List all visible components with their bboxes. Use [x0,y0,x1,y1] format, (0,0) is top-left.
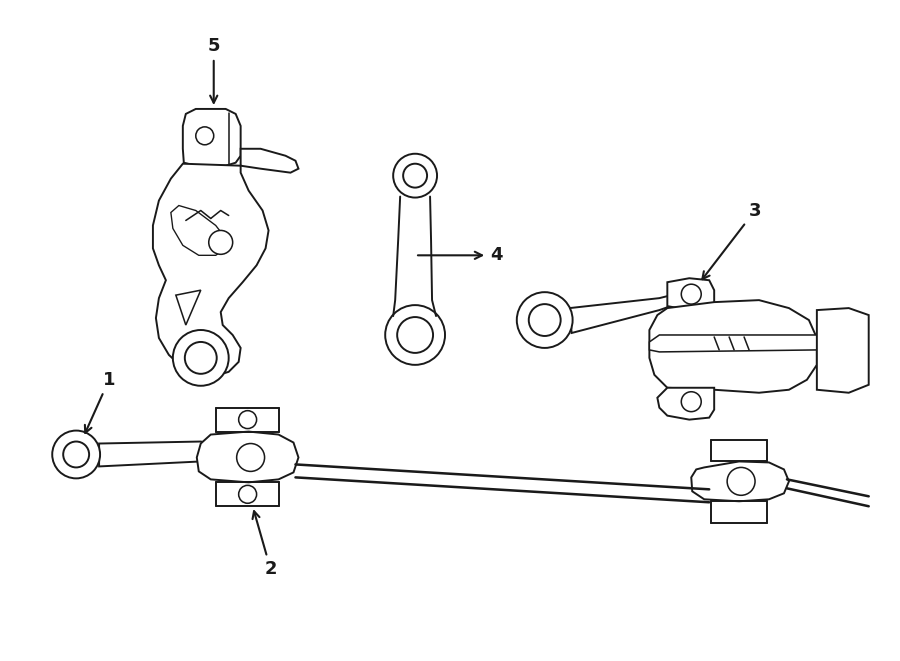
Circle shape [727,467,755,495]
Circle shape [238,485,256,503]
Circle shape [237,444,265,471]
Polygon shape [817,308,868,393]
Polygon shape [153,164,268,376]
Circle shape [238,410,256,428]
Polygon shape [650,300,817,393]
Circle shape [681,284,701,304]
Polygon shape [240,149,299,173]
Circle shape [196,127,213,145]
Polygon shape [570,293,680,333]
Circle shape [63,442,89,467]
Polygon shape [657,388,715,420]
Polygon shape [650,335,819,352]
Text: 2: 2 [253,511,277,578]
Polygon shape [99,442,216,467]
Text: 3: 3 [702,202,761,279]
Text: 1: 1 [85,371,115,433]
Circle shape [385,305,445,365]
Circle shape [393,154,437,198]
Polygon shape [691,461,789,501]
Circle shape [403,164,427,188]
Text: 4: 4 [418,247,502,264]
Circle shape [529,304,561,336]
Circle shape [517,292,572,348]
Polygon shape [197,432,299,483]
Circle shape [681,392,701,412]
Circle shape [184,342,217,374]
Circle shape [173,330,229,386]
Polygon shape [183,109,240,166]
Polygon shape [171,206,226,255]
Polygon shape [176,290,201,325]
Circle shape [209,231,233,254]
Circle shape [397,317,433,353]
Circle shape [52,430,100,479]
Text: 5: 5 [208,37,220,103]
Polygon shape [667,278,715,310]
